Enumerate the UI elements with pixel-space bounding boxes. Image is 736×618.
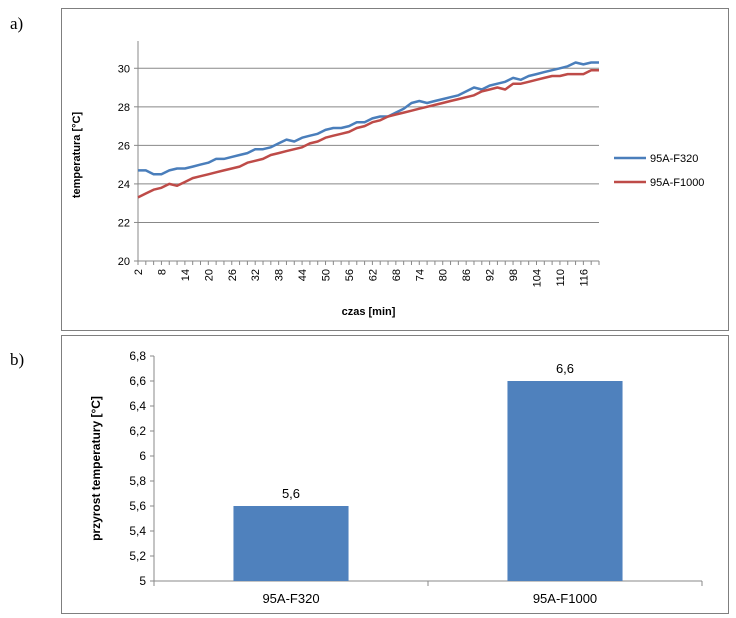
x-tick-label: 95A-F1000 — [533, 591, 597, 606]
y-tick-label: 6 — [139, 449, 146, 463]
bar — [233, 506, 349, 581]
x-tick-label: 74 — [414, 269, 426, 281]
line-chart-frame: 20 22 24 26 28 30 2 8 14 20 26 32 38 44 50 56 62 68 74 80 86… — [61, 8, 729, 331]
x-axis-label: czas [min] — [342, 306, 396, 318]
y-tick-label: 20 — [118, 256, 130, 268]
y-tick-label: 6,6 — [129, 374, 146, 388]
y-tick-label: 5,4 — [129, 524, 146, 538]
y-tick-label: 6,8 — [129, 349, 146, 363]
y-tick-label: 6,4 — [129, 399, 146, 413]
x-tick-label: 44 — [297, 269, 309, 281]
y-tick-label: 6,2 — [129, 424, 146, 438]
y-tick-label: 5,6 — [129, 499, 146, 513]
x-tick-label: 8 — [156, 269, 168, 275]
x-tick-label: 110 — [555, 269, 567, 287]
x-tick-label: 26 — [227, 269, 239, 281]
y-tick-label: 22 — [118, 217, 130, 229]
y-tick-label: 5,2 — [129, 549, 146, 563]
x-tick-label: 38 — [274, 269, 286, 281]
x-tick-label: 14 — [180, 269, 192, 281]
x-tick-label: 50 — [321, 269, 333, 281]
y-axis-label: temperatura [°C] — [71, 112, 83, 199]
legend-label: 95A-F1000 — [650, 177, 704, 189]
x-tick-label: 116 — [578, 269, 590, 287]
y-tick-label: 24 — [118, 179, 130, 191]
x-tick-label: 95A-F320 — [262, 591, 319, 606]
bar-chart-frame: 5 5,2 5,4 5,6 5,8 6 6,2 6,4 6,6 6,8 5,6 95A-F320 6,6… — [61, 335, 729, 614]
bar-data-label: 6,6 — [556, 361, 574, 376]
series-line — [137, 68, 599, 199]
y-tick-label: 28 — [118, 102, 130, 114]
panel-label-a: a) — [10, 14, 24, 33]
y-tick-label: 5,8 — [129, 474, 146, 488]
y-axis-label: przyrost temperatury [°C] — [89, 396, 103, 541]
x-tick-label: 68 — [391, 269, 403, 281]
x-tick-label: 32 — [250, 269, 262, 281]
x-tick-label: 56 — [344, 269, 356, 281]
x-tick-label: 86 — [461, 269, 473, 281]
legend-label: 95A-F320 — [650, 153, 698, 165]
x-tick-label: 62 — [367, 269, 379, 281]
bar-data-label: 5,6 — [282, 486, 300, 501]
y-tick-label: 5 — [139, 574, 146, 588]
x-tick-label: 80 — [438, 269, 450, 281]
bar-chart: 5 5,2 5,4 5,6 5,8 6 6,2 6,4 6,6 6,8 5,6 95A-F320 6,6… — [89, 349, 703, 606]
y-tick-label: 26 — [118, 140, 130, 152]
x-tick-label: 2 — [133, 269, 145, 275]
x-tick-label: 98 — [508, 269, 520, 281]
x-tick-label: 92 — [485, 269, 497, 281]
series-line — [138, 61, 599, 176]
x-tick-label: 104 — [531, 269, 543, 287]
x-tick-label: 20 — [203, 269, 215, 281]
bar — [507, 381, 623, 581]
panel-label-b: b) — [10, 350, 25, 369]
y-tick-label: 30 — [118, 63, 130, 75]
